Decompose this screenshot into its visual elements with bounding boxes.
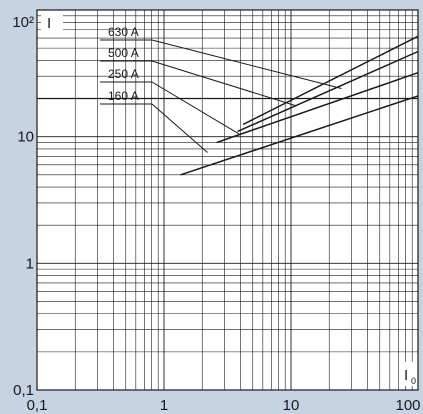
y-tick-label: 0,1 <box>13 382 34 399</box>
series-lines <box>180 35 419 176</box>
grid <box>36 9 419 391</box>
label-250-a: 250 A <box>108 67 139 81</box>
y-tick-label: 10 <box>17 129 34 146</box>
y-axis-label: I <box>47 15 51 32</box>
y-tick-label: 1 <box>26 255 34 272</box>
series-line-630-a <box>242 35 419 126</box>
label-630-a: 630 A <box>108 25 139 39</box>
x-label-backdrop <box>400 362 417 386</box>
axis-labels: II 0 <box>41 13 417 386</box>
y-label-backdrop <box>41 13 63 31</box>
y-tick-label: 10² <box>12 14 34 31</box>
x-axis-label-subscript: 0 <box>411 376 416 386</box>
x-tick-label: 0,1 <box>27 397 48 414</box>
leader-line-630-a <box>151 39 342 89</box>
plot-border <box>36 9 419 391</box>
plot-area <box>37 10 418 390</box>
x-tick-label: 100 <box>395 397 420 414</box>
series-line-160-a <box>180 95 419 176</box>
series-line-250-a <box>216 71 419 144</box>
leader-line-250-a <box>151 81 240 135</box>
leader-line-160-a <box>151 103 208 153</box>
leader-line-500-a <box>151 60 297 107</box>
tick-labels: 0,1 1 10 100 0,1 1 10 10² <box>12 14 420 414</box>
x-tick-label: 10 <box>283 397 300 414</box>
series-line-500-a <box>237 50 419 133</box>
x-tick-label: 1 <box>160 397 168 414</box>
label-160-a: 160 A <box>108 89 139 103</box>
x-axis-label: I <box>404 367 408 384</box>
label-500-a: 500 A <box>108 46 139 60</box>
legend: 630 A 500 A 250 A 160 A <box>100 25 342 153</box>
